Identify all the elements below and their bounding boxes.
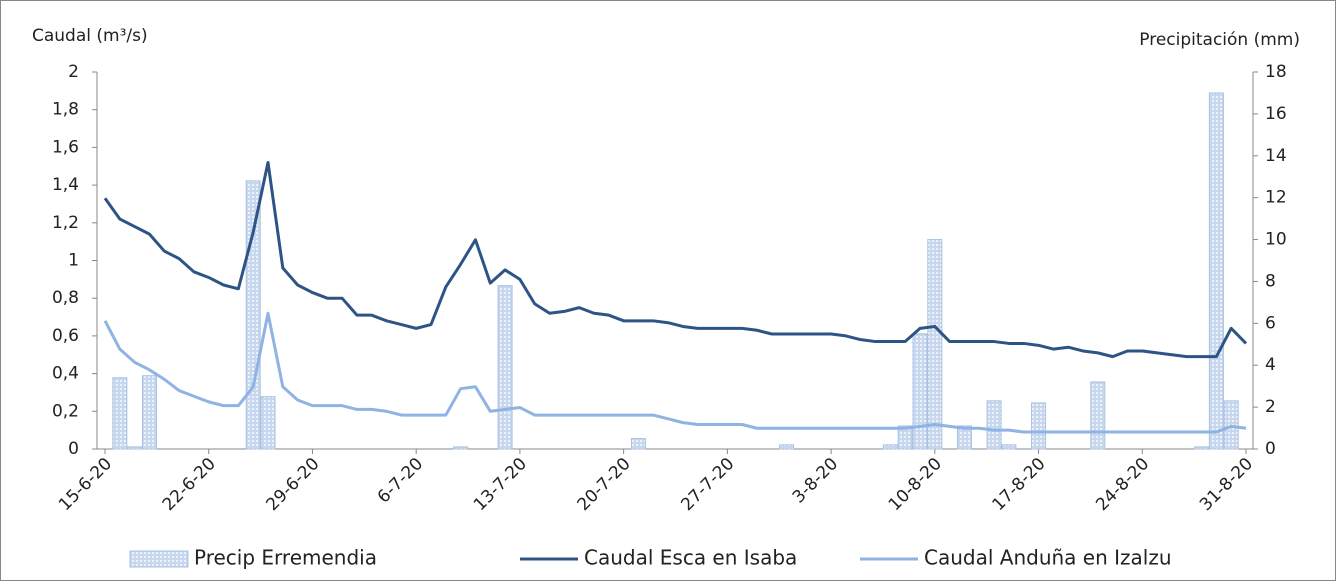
- bar: [1194, 446, 1210, 450]
- bar: [986, 400, 1002, 450]
- y-tick-label: 1,4: [52, 175, 79, 195]
- bar: [127, 446, 143, 450]
- bar: [260, 396, 276, 450]
- bar: [245, 180, 261, 450]
- y2-tick-label: 18: [1265, 62, 1287, 82]
- y2-tick-label: 2: [1265, 397, 1276, 417]
- bar: [112, 377, 128, 450]
- y2-tick-label: 4: [1265, 355, 1276, 375]
- bar: [141, 375, 157, 450]
- y2-tick-label: 0: [1265, 439, 1276, 459]
- legend-label: Precip Erremendia: [194, 546, 377, 570]
- y-tick-label: 0,2: [52, 401, 79, 421]
- bar: [882, 444, 898, 450]
- bar: [453, 446, 469, 450]
- line: [103, 311, 1247, 434]
- y-tick-label: 0,6: [52, 326, 79, 346]
- y2-tick-label: 12: [1265, 188, 1287, 208]
- bar: [630, 438, 646, 450]
- legend-label: Caudal Esca en Isaba: [584, 546, 797, 570]
- y-axis-title: Caudal (m³/s): [32, 26, 148, 46]
- bar: [1090, 381, 1106, 450]
- legend-label: Caudal Anduña en Izalzu: [924, 546, 1172, 570]
- y-tick-label: 1,2: [52, 213, 79, 233]
- bar: [897, 425, 913, 450]
- y-tick-label: 0,4: [52, 364, 79, 384]
- bar: [779, 444, 795, 450]
- y-tick-label: 2: [68, 62, 79, 82]
- y2-tick-label: 10: [1265, 230, 1287, 250]
- line: [103, 160, 1248, 359]
- bar: [1031, 402, 1047, 450]
- bar: [1001, 444, 1017, 450]
- bar: [1208, 92, 1224, 450]
- y-tick-label: 1,6: [52, 137, 79, 157]
- y2-tick-label: 6: [1265, 313, 1276, 333]
- y-tick-label: 0,8: [52, 288, 79, 308]
- legend-swatch: [129, 550, 189, 568]
- y-tick-label: 1: [68, 251, 79, 271]
- y2-axis-title: Precipitación (mm): [1139, 30, 1300, 50]
- bar: [956, 425, 972, 450]
- y-tick-label: 0: [68, 439, 79, 459]
- y2-tick-label: 16: [1265, 104, 1287, 124]
- bar: [497, 285, 513, 450]
- bar: [927, 239, 943, 450]
- y2-tick-label: 8: [1265, 271, 1276, 291]
- bar: [912, 333, 928, 450]
- y-tick-label: 1,8: [52, 100, 79, 120]
- y2-tick-label: 14: [1265, 146, 1287, 166]
